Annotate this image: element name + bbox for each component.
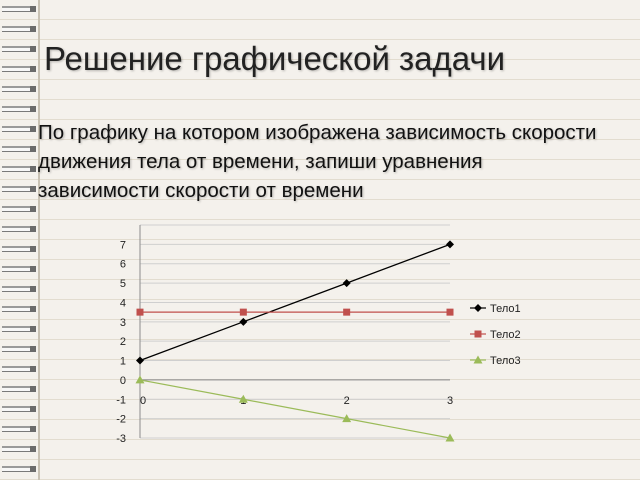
data-point <box>238 394 248 403</box>
data-point <box>135 375 145 384</box>
series-line <box>139 243 451 362</box>
data-point <box>239 308 247 316</box>
data-point <box>446 308 454 316</box>
legend-label: Тело2 <box>490 329 521 341</box>
legend-marker <box>473 355 483 364</box>
data-point <box>342 279 351 288</box>
x-tick-label: 3 <box>447 395 453 407</box>
y-tick-label: 2 <box>120 336 126 348</box>
task-text: По графику на котором изображена зависим… <box>38 121 597 202</box>
x-tick-label: 2 <box>344 395 350 407</box>
y-tick-label: 1 <box>120 356 126 368</box>
data-point <box>136 356 144 365</box>
y-tick-label: 4 <box>120 297 126 309</box>
y-tick-label: 3 <box>120 317 126 329</box>
series-line <box>139 379 451 439</box>
data-point <box>239 317 248 326</box>
legend-label: Тело3 <box>490 355 521 367</box>
legend-marker <box>474 330 482 338</box>
legend-marker <box>474 304 482 312</box>
y-tick-label: 0 <box>120 375 126 387</box>
y-tick-label: 7 <box>120 239 126 251</box>
legend-label: Тело1 <box>490 303 521 315</box>
notebook-margin-line <box>38 0 40 480</box>
y-tick-label: 6 <box>120 259 126 271</box>
y-tick-label: -2 <box>116 414 126 426</box>
slide-title: Решение графической задачи <box>44 40 506 77</box>
y-tick-label: 5 <box>120 278 126 290</box>
data-point <box>446 240 454 249</box>
y-tick-label: -1 <box>116 394 126 406</box>
x-tick-label: 0 <box>140 395 146 407</box>
y-tick-label: -3 <box>116 433 126 445</box>
data-point <box>136 308 144 316</box>
notebook-binding-holes <box>30 0 36 480</box>
data-point <box>445 433 455 442</box>
data-point <box>343 308 351 316</box>
data-point <box>342 414 352 423</box>
